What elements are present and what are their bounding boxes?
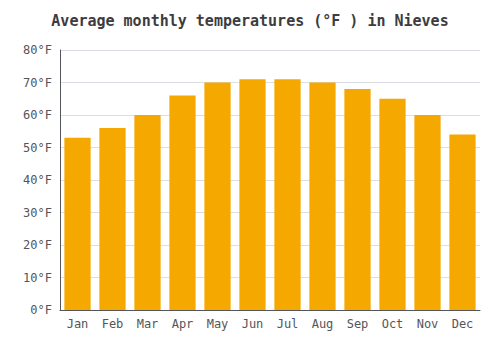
svg-text:Feb: Feb <box>102 317 124 331</box>
svg-text:Average monthly temperatures (: Average monthly temperatures (°F ) in Ni… <box>51 12 448 30</box>
svg-text:80°F: 80°F <box>23 43 52 57</box>
svg-text:May: May <box>207 317 229 331</box>
svg-text:Aug: Aug <box>312 317 334 331</box>
svg-text:Apr: Apr <box>172 317 194 331</box>
svg-text:Jun: Jun <box>242 317 264 331</box>
svg-text:0°F: 0°F <box>30 303 52 317</box>
svg-text:20°F: 20°F <box>23 238 52 252</box>
svg-text:10°F: 10°F <box>23 271 52 285</box>
svg-text:60°F: 60°F <box>23 108 52 122</box>
svg-text:50°F: 50°F <box>23 141 52 155</box>
svg-text:Jan: Jan <box>67 317 89 331</box>
svg-text:Oct: Oct <box>382 317 404 331</box>
svg-text:Mar: Mar <box>137 317 159 331</box>
svg-text:Nov: Nov <box>417 317 439 331</box>
svg-text:30°F: 30°F <box>23 206 52 220</box>
svg-text:70°F: 70°F <box>23 76 52 90</box>
svg-text:Jul: Jul <box>277 317 299 331</box>
svg-text:40°F: 40°F <box>23 173 52 187</box>
svg-text:Dec: Dec <box>452 317 474 331</box>
svg-text:Sep: Sep <box>347 317 369 331</box>
